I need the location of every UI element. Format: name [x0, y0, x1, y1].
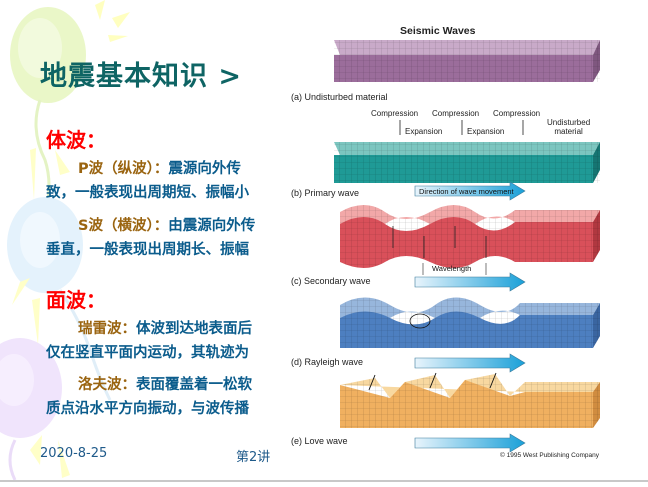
- rayleigh-text-2: 仅在竖直平面内运动，其轨迹为: [46, 345, 249, 361]
- label-compression-2: Compression: [432, 109, 480, 118]
- seismic-waves-figure: Seismic Waves: [285, 0, 648, 480]
- p-wave-text-1: 震源向外传: [168, 161, 241, 177]
- bottom-divider: [0, 480, 648, 482]
- s-wave-label: S波（横波）：: [78, 218, 169, 234]
- seismic-waves-diagram: [334, 40, 600, 453]
- label-undisturbed-line2: material: [554, 127, 583, 136]
- wavelength-label: Wavelength: [432, 264, 472, 273]
- rayleigh-text-1: 体波到达地表面后: [136, 321, 252, 337]
- label-undisturbed-material: Undisturbed material: [547, 118, 590, 136]
- love-text-2: 质点沿水平方向振动，与波传播: [46, 401, 249, 417]
- caption-love-wave: (e) Love wave: [291, 436, 348, 446]
- label-expansion-1: Expansion: [405, 127, 443, 136]
- p-wave-label: P波（纵波）：: [78, 161, 169, 177]
- label-compression-3: Compression: [493, 109, 541, 118]
- s-wave-text-1: 由震源向外传: [168, 218, 256, 234]
- label-expansion-2: Expansion: [467, 127, 505, 136]
- rayleigh-paragraph: 瑞雷波：体波到达地表面后 仅在竖直平面内运动，其轨迹为: [46, 317, 286, 365]
- balloon-decoration: [0, 0, 130, 480]
- love-paragraph: 洛夫波：表面覆盖着一松软 质点沿水平方向振动，与波传播: [46, 373, 286, 421]
- caption-primary-wave: (b) Primary wave: [291, 188, 360, 198]
- copyright-notice: © 1995 West Publishing Company: [500, 452, 599, 459]
- s-wave-paragraph: S波（横波）：由震源向外传 垂直，一般表现出周期长、振幅: [46, 214, 286, 262]
- surface-wave-heading: 面波：: [46, 288, 106, 312]
- rayleigh-label: 瑞雷波：: [78, 321, 136, 337]
- love-label: 洛夫波：: [78, 377, 136, 393]
- slide-title: 地震基本知识 >: [40, 61, 243, 92]
- figure-title: Seismic Waves: [400, 25, 476, 37]
- label-undisturbed-line1: Undisturbed: [547, 118, 591, 127]
- caption-undisturbed: (a) Undisturbed material: [291, 92, 388, 102]
- caption-rayleigh-wave: (d) Rayleigh wave: [291, 357, 364, 367]
- label-compression-1: Compression: [371, 109, 419, 118]
- p-wave-paragraph: P波（纵波）：震源向外传 致，一般表现出周期短、振幅小: [46, 157, 286, 205]
- s-wave-text-2: 垂直，一般表现出周期长、振幅: [46, 242, 249, 258]
- p-wave-text-2: 致，一般表现出周期短、振幅小: [46, 185, 249, 201]
- footer-date: 2020-8-25: [40, 446, 108, 461]
- footer-page-number: 第2讲: [236, 450, 271, 465]
- caption-secondary-wave: (c) Secondary wave: [291, 276, 371, 286]
- body-wave-heading: 体波：: [46, 128, 106, 152]
- love-text-1: 表面覆盖着一松软: [136, 377, 252, 393]
- direction-of-wave-movement-label: Direction of wave movement: [419, 187, 514, 196]
